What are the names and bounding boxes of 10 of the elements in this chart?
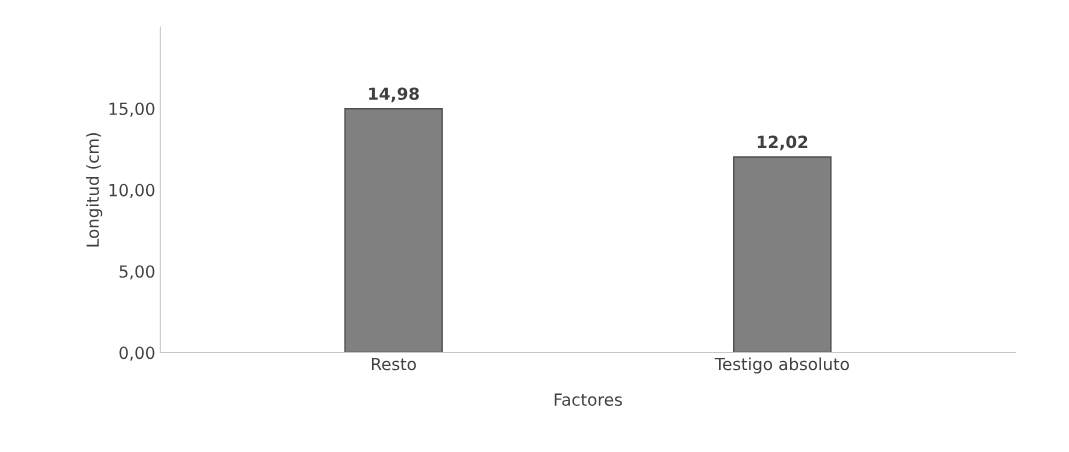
y-tick-label: 15,00 <box>109 102 155 117</box>
x-axis-title: Factores <box>554 393 622 406</box>
x-tick-label: Testigo absoluto <box>714 357 849 374</box>
y-tick-label: 0,00 <box>119 346 155 361</box>
data-label: 14,98 <box>369 87 419 103</box>
x-tick-label: Resto <box>371 357 416 371</box>
data-label: 12,02 <box>757 135 808 151</box>
y-axis-title: Longitud (cm) <box>86 133 103 247</box>
y-tick-label: 5,00 <box>119 265 155 280</box>
y-tick-label: 10,00 <box>109 183 155 199</box>
